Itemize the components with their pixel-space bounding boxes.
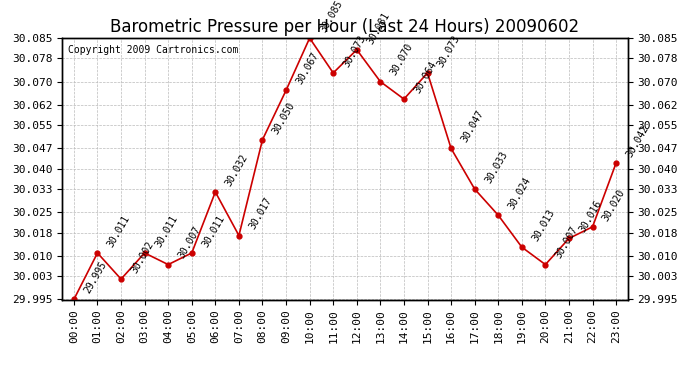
Text: 30.011: 30.011 [200, 213, 226, 249]
Text: 30.067: 30.067 [295, 51, 321, 86]
Text: 30.064: 30.064 [412, 59, 439, 95]
Text: Copyright 2009 Cartronics.com: Copyright 2009 Cartronics.com [68, 45, 238, 56]
Text: 30.011: 30.011 [106, 213, 132, 249]
Text: 30.032: 30.032 [224, 152, 250, 188]
Text: 30.011: 30.011 [153, 213, 179, 249]
Text: 30.020: 30.020 [601, 187, 627, 223]
Text: 30.073: 30.073 [436, 33, 462, 69]
Text: 30.042: 30.042 [624, 123, 651, 159]
Text: 30.002: 30.002 [129, 239, 156, 275]
Text: 30.033: 30.033 [483, 149, 509, 185]
Text: 30.073: 30.073 [342, 33, 368, 69]
Text: 30.024: 30.024 [506, 176, 533, 211]
Text: 30.047: 30.047 [460, 109, 486, 144]
Text: 30.013: 30.013 [530, 207, 556, 243]
Text: 30.070: 30.070 [388, 42, 415, 78]
Text: 30.016: 30.016 [578, 199, 604, 234]
Title: Barometric Pressure per Hour (Last 24 Hours) 20090602: Barometric Pressure per Hour (Last 24 Ho… [110, 18, 580, 36]
Text: 30.007: 30.007 [177, 225, 203, 260]
Text: 30.007: 30.007 [553, 225, 580, 260]
Text: 30.050: 30.050 [270, 100, 297, 135]
Text: 30.017: 30.017 [247, 196, 273, 231]
Text: 30.085: 30.085 [318, 0, 344, 34]
Text: 29.995: 29.995 [82, 260, 108, 295]
Text: 30.081: 30.081 [365, 10, 391, 45]
